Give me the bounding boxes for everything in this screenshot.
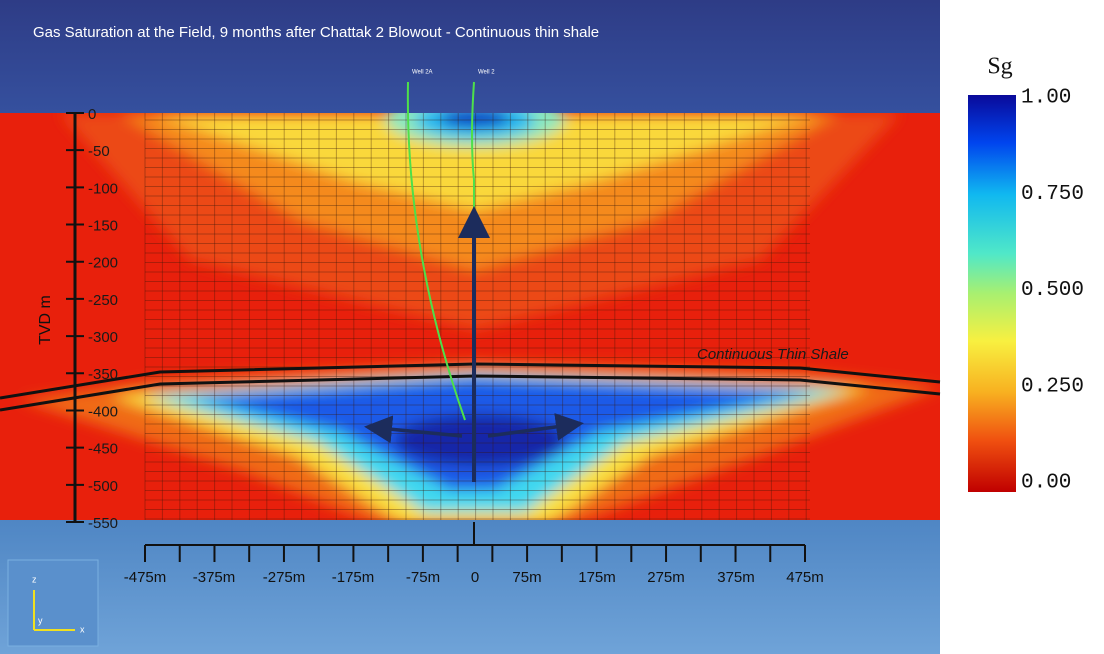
y-tick-label: -400 — [88, 403, 118, 420]
colorbar-tick-label: 0.250 — [1021, 375, 1084, 398]
y-tick-label: -500 — [88, 478, 118, 495]
y-tick-label: -50 — [88, 143, 110, 160]
y-axis-label: TVD m — [37, 295, 54, 345]
x-tick-label: 475m — [786, 569, 824, 586]
title: Gas Saturation at the Field, 9 months af… — [33, 24, 599, 41]
x-tick-label: -375m — [193, 569, 236, 586]
y-tick-label: -550 — [88, 515, 118, 532]
colorbar-tick-label: 0.750 — [1021, 183, 1084, 206]
x-tick-label: 375m — [717, 569, 755, 586]
x-tick-label: -175m — [332, 569, 375, 586]
flow-arrow — [364, 415, 463, 444]
y-tick-label: -150 — [88, 218, 118, 235]
well-label: Well 2A — [412, 70, 433, 76]
well-2a-path — [406, 81, 466, 421]
x-tick-label: -475m — [124, 569, 167, 586]
saturation-field — [0, 113, 940, 520]
x-tick-label: 0 — [471, 569, 479, 586]
y-tick-label: 0 — [88, 106, 96, 123]
orientation-label: y — [38, 615, 43, 625]
colorbar-tick-label: 0.00 — [1021, 472, 1071, 495]
y-tick-label: -300 — [88, 329, 118, 346]
y-tick-label: -200 — [88, 255, 118, 272]
colorbar-tick-label: 1.00 — [1021, 87, 1071, 110]
sky-band — [0, 0, 940, 113]
x-tick-label: 275m — [647, 569, 685, 586]
y-tick-label: -100 — [88, 180, 118, 197]
base-band — [0, 520, 940, 654]
x-tick-label: 175m — [578, 569, 616, 586]
x-tick-label: 75m — [512, 569, 541, 586]
y-tick-label: -450 — [88, 441, 118, 458]
orientation-label: z — [32, 574, 37, 584]
well-2-path — [471, 81, 475, 440]
colorbar-tick-label: 0.500 — [1021, 279, 1084, 302]
annotation: Continuous Thin Shale — [697, 346, 849, 363]
orientation-box — [7, 559, 99, 647]
well-label: Well 2 — [478, 70, 495, 76]
x-tick-label: -275m — [263, 569, 306, 586]
y-tick-label: -350 — [88, 366, 118, 383]
flow-arrow — [487, 412, 584, 441]
orientation-label: x — [80, 624, 85, 634]
colorbar-title: Sg — [987, 54, 1012, 80]
colorbar — [968, 95, 1016, 492]
y-tick-label: -250 — [88, 292, 118, 309]
x-tick-label: -75m — [406, 569, 440, 586]
